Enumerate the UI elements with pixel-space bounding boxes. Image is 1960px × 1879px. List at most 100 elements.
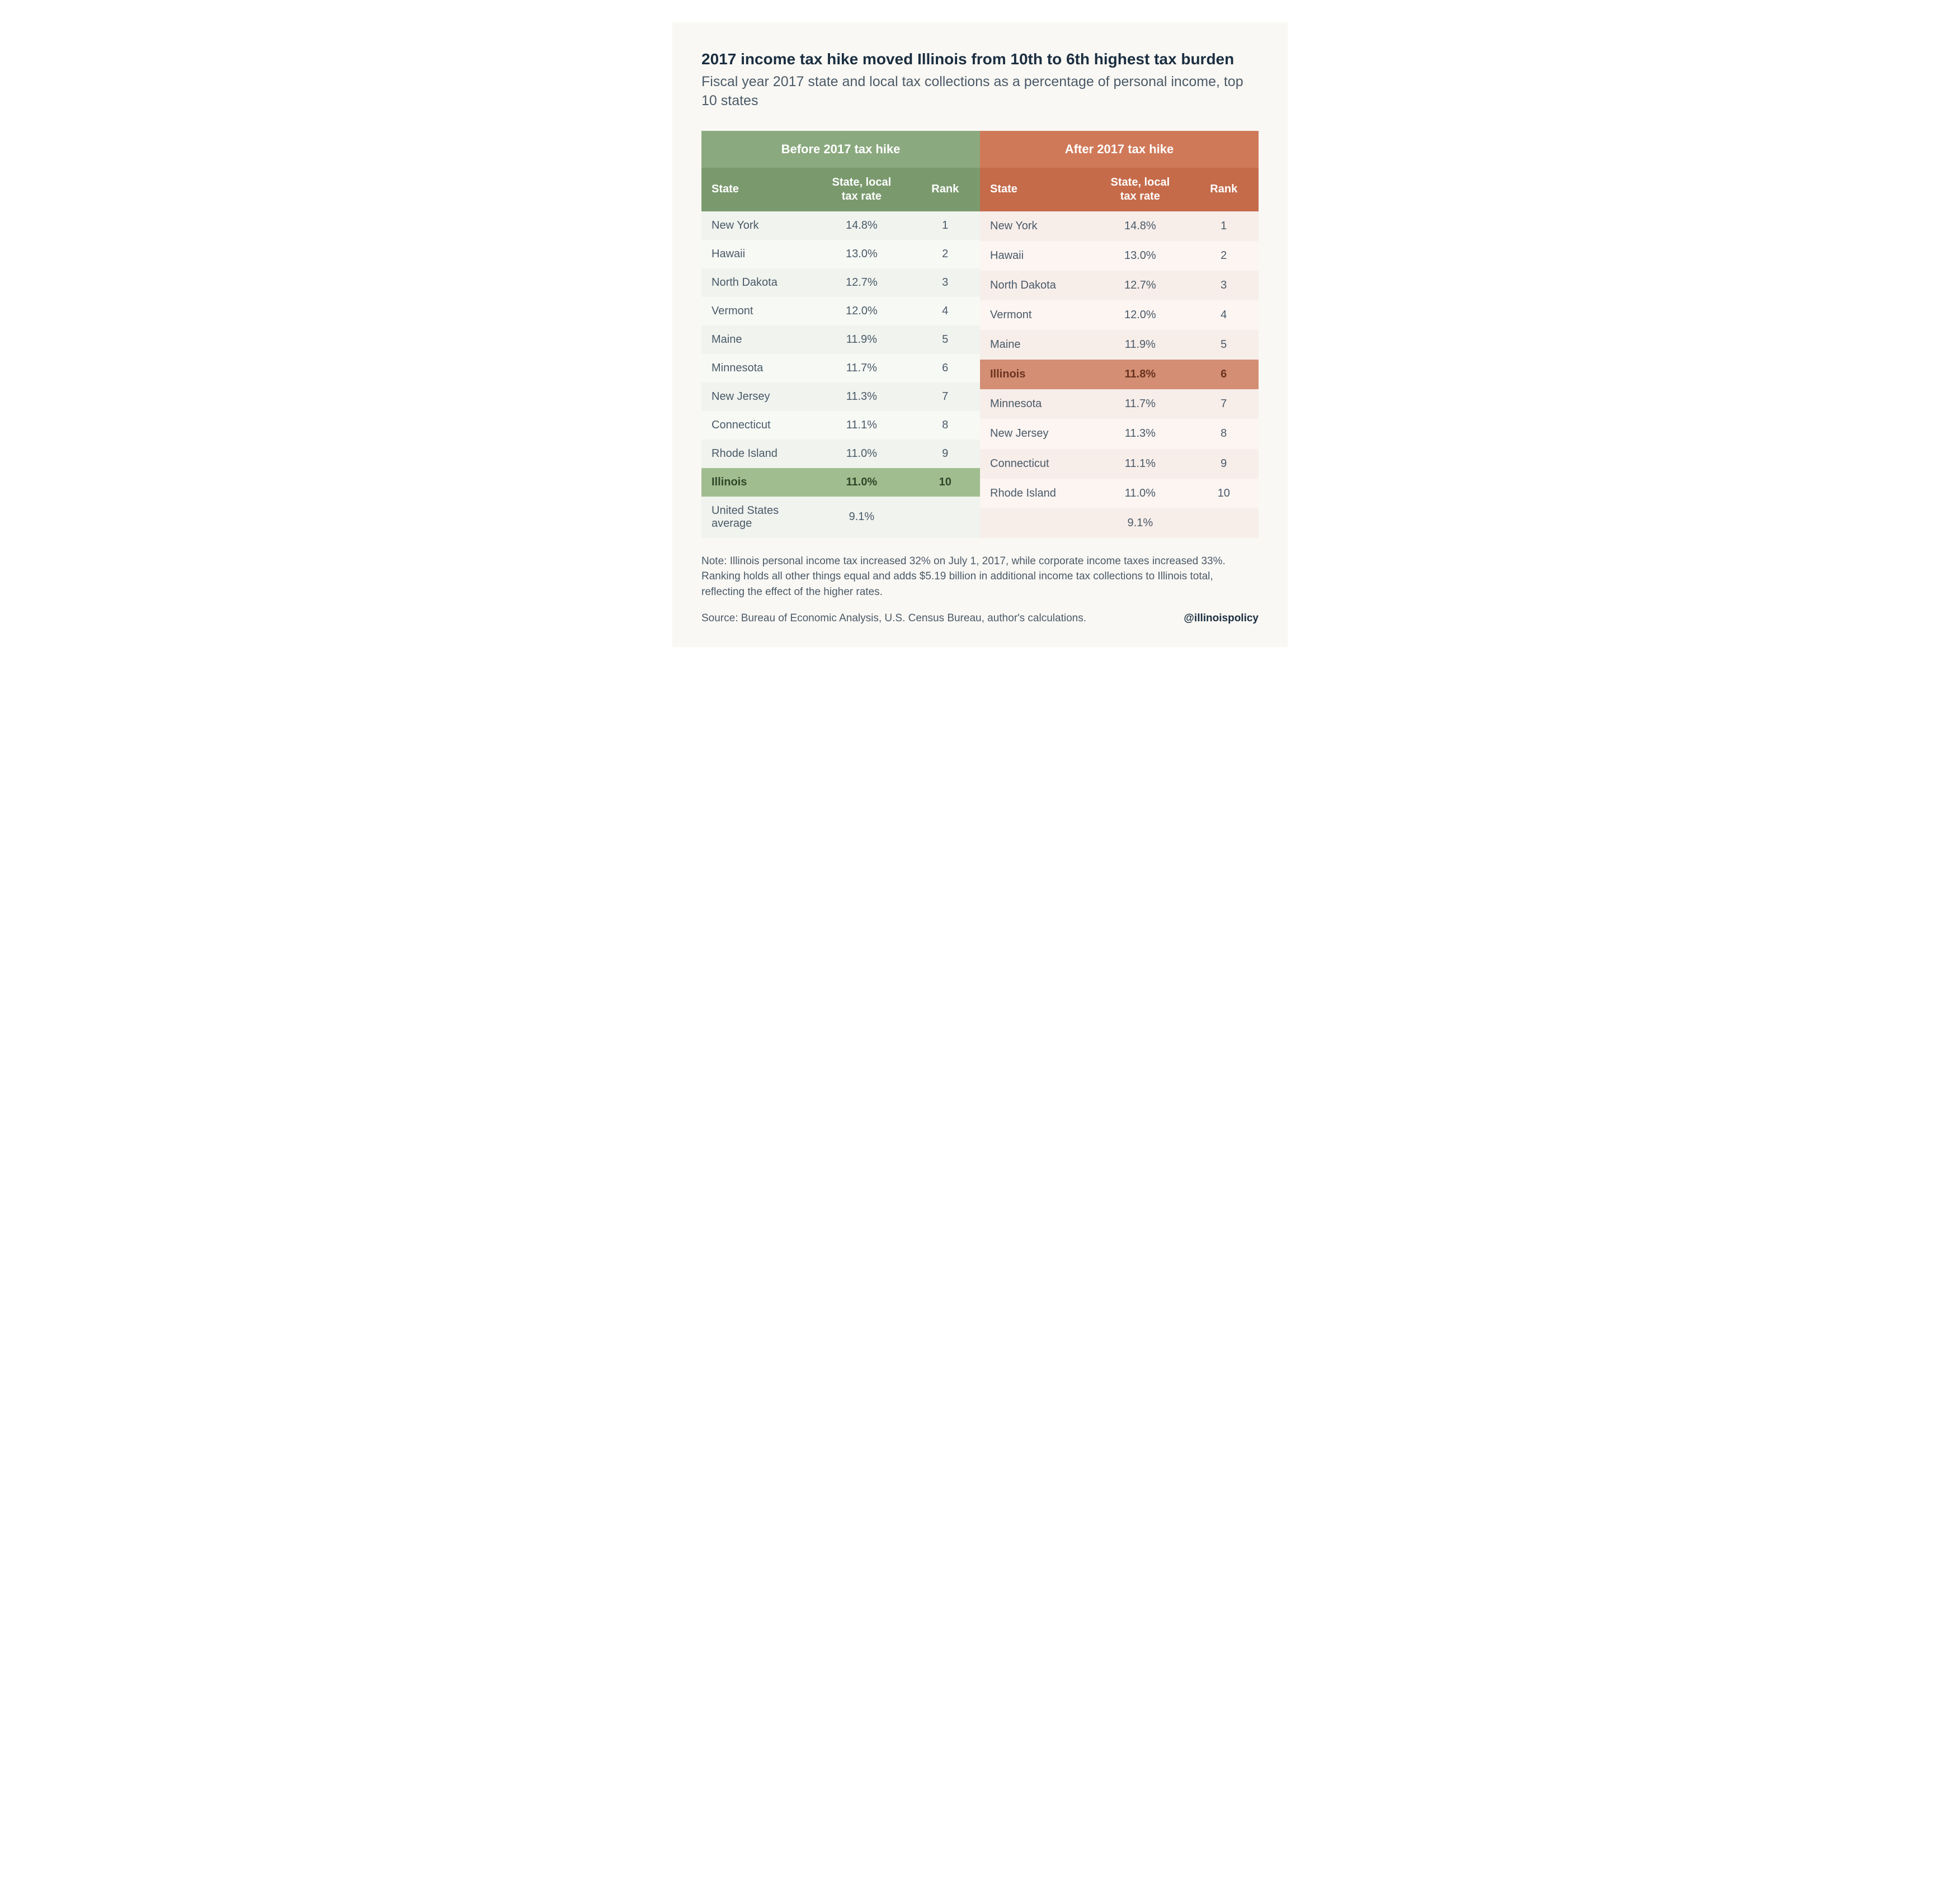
- cell-rank: 8: [910, 411, 980, 440]
- table-row: United States average9.1%: [701, 497, 980, 538]
- cell-rate: 11.0%: [813, 468, 910, 497]
- cell-state: Rhode Island: [701, 440, 813, 468]
- cell-rank: 3: [1189, 271, 1259, 300]
- social-handle: @illinoispolicy: [1184, 612, 1259, 625]
- cell-rate: 11.1%: [813, 411, 910, 440]
- cell-rate: 12.7%: [813, 268, 910, 297]
- cell-rate: 11.8%: [1091, 360, 1189, 389]
- table-row: Connecticut11.1%8: [701, 411, 980, 440]
- table-row: Rhode Island11.0%9: [701, 440, 980, 468]
- cell-state: Illinois: [980, 360, 1091, 389]
- cell-state: Minnesota: [701, 354, 813, 383]
- cell-rate: 13.0%: [1091, 241, 1189, 271]
- table-row: Maine11.9%5: [701, 325, 980, 354]
- cell-state: United States average: [701, 497, 813, 538]
- table-row: Maine11.9%5: [980, 330, 1259, 360]
- cell-state: North Dakota: [701, 268, 813, 297]
- cell-rank: 6: [1189, 360, 1259, 389]
- cell-rank: 5: [1189, 330, 1259, 360]
- cell-state: Maine: [980, 330, 1091, 360]
- col-rank: Rank: [910, 168, 980, 211]
- cell-rate: 12.7%: [1091, 271, 1189, 300]
- footer-row: Source: Bureau of Economic Analysis, U.S…: [701, 612, 1259, 625]
- cell-rank: 9: [1189, 449, 1259, 479]
- chart-subtitle: Fiscal year 2017 state and local tax col…: [701, 73, 1259, 111]
- cell-state: Connecticut: [980, 449, 1091, 479]
- cell-rank: 5: [910, 325, 980, 354]
- cell-state: New Jersey: [701, 383, 813, 411]
- table-row: Minnesota11.7%6: [701, 354, 980, 383]
- cell-rate: 11.9%: [813, 325, 910, 354]
- cell-state: North Dakota: [980, 271, 1091, 300]
- cell-rank: 8: [1189, 419, 1259, 448]
- table-row: New York14.8%1: [980, 211, 1259, 241]
- col-state: State: [980, 168, 1091, 211]
- cell-rate: 11.7%: [813, 354, 910, 383]
- table-row: Vermont12.0%4: [701, 297, 980, 325]
- col-state: State: [701, 168, 813, 211]
- cell-rate: 14.8%: [813, 211, 910, 240]
- table-row: Hawaii13.0%2: [701, 240, 980, 268]
- cell-state: [980, 508, 1091, 538]
- footnote: Note: Illinois personal income tax incre…: [701, 554, 1259, 600]
- before-table: Before 2017 tax hike State State, local …: [701, 131, 980, 538]
- cell-state: Vermont: [701, 297, 813, 325]
- after-body: New York14.8%1Hawaii13.0%2North Dakota12…: [980, 211, 1259, 538]
- table-row: North Dakota12.7%3: [980, 271, 1259, 300]
- cell-rank: 9: [910, 440, 980, 468]
- cell-rank: 10: [1189, 479, 1259, 508]
- table-row: New Jersey11.3%7: [701, 383, 980, 411]
- cell-rate: 9.1%: [1091, 508, 1189, 538]
- cell-rate: 11.0%: [813, 440, 910, 468]
- table-row: Minnesota11.7%7: [980, 389, 1259, 419]
- cell-state: Illinois: [701, 468, 813, 497]
- table-row: Illinois11.8%6: [980, 360, 1259, 389]
- cell-rate: 12.0%: [813, 297, 910, 325]
- cell-state: Hawaii: [701, 240, 813, 268]
- col-rate: State, local tax rate: [1091, 168, 1189, 211]
- cell-state: Maine: [701, 325, 813, 354]
- table-row: Illinois11.0%10: [701, 468, 980, 497]
- cell-rate: 11.0%: [1091, 479, 1189, 508]
- cell-rate: 11.9%: [1091, 330, 1189, 360]
- table-row: Connecticut11.1%9: [980, 449, 1259, 479]
- cell-state: Connecticut: [701, 411, 813, 440]
- cell-state: Vermont: [980, 300, 1091, 330]
- cell-rank: [910, 497, 980, 538]
- cell-rank: [1189, 508, 1259, 538]
- cell-state: Rhode Island: [980, 479, 1091, 508]
- after-heading: After 2017 tax hike: [980, 131, 1259, 168]
- cell-rank: 7: [1189, 389, 1259, 419]
- cell-rate: 13.0%: [813, 240, 910, 268]
- cell-rate: 12.0%: [1091, 300, 1189, 330]
- cell-rate: 11.3%: [1091, 419, 1189, 448]
- cell-state: New York: [980, 211, 1091, 241]
- cell-rank: 3: [910, 268, 980, 297]
- cell-rate: 11.3%: [813, 383, 910, 411]
- cell-rank: 1: [1189, 211, 1259, 241]
- col-rate: State, local tax rate: [813, 168, 910, 211]
- cell-rank: 7: [910, 383, 980, 411]
- cell-state: New Jersey: [980, 419, 1091, 448]
- table-row: 9.1%: [980, 508, 1259, 538]
- before-body: New York14.8%1Hawaii13.0%2North Dakota12…: [701, 211, 980, 538]
- cell-rate: 11.7%: [1091, 389, 1189, 419]
- cell-rank: 2: [910, 240, 980, 268]
- table-row: Hawaii13.0%2: [980, 241, 1259, 271]
- cell-rate: 14.8%: [1091, 211, 1189, 241]
- table-row: Vermont12.0%4: [980, 300, 1259, 330]
- after-table: After 2017 tax hike State State, local t…: [980, 131, 1259, 538]
- table-row: New York14.8%1: [701, 211, 980, 240]
- before-heading: Before 2017 tax hike: [701, 131, 980, 168]
- tables-wrapper: Before 2017 tax hike State State, local …: [701, 131, 1259, 538]
- cell-state: Hawaii: [980, 241, 1091, 271]
- chart-title: 2017 income tax hike moved Illinois from…: [701, 49, 1259, 69]
- table-row: North Dakota12.7%3: [701, 268, 980, 297]
- cell-rate: 9.1%: [813, 497, 910, 538]
- cell-rank: 10: [910, 468, 980, 497]
- cell-rank: 1: [910, 211, 980, 240]
- cell-rank: 4: [1189, 300, 1259, 330]
- table-row: Rhode Island11.0%10: [980, 479, 1259, 508]
- cell-rank: 2: [1189, 241, 1259, 271]
- cell-rank: 4: [910, 297, 980, 325]
